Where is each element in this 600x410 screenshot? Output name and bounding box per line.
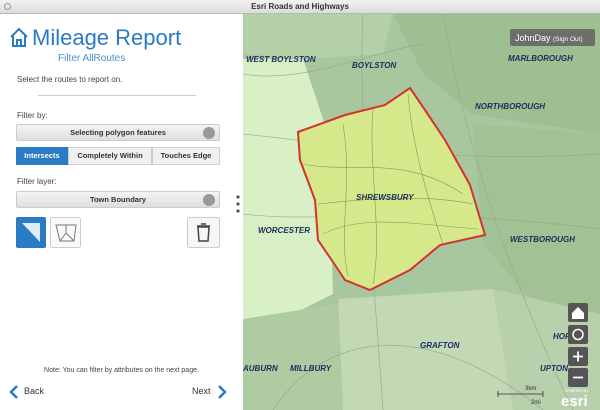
panel-title: Mileage Report — [32, 25, 182, 50]
freehand-icon — [55, 224, 77, 242]
map-label: WEST BOYLSTON — [246, 55, 316, 64]
map-label: UPTON — [540, 364, 568, 373]
splitter-handle[interactable] — [235, 194, 241, 216]
town-area — [243, 14, 393, 59]
map-label: MARLBOROUGH — [508, 54, 573, 63]
next-button[interactable]: Next — [192, 386, 211, 396]
next-arrow[interactable] — [216, 384, 228, 400]
town-area — [243, 304, 343, 410]
scale-bar — [497, 391, 544, 397]
map-label: AUBURN — [243, 364, 278, 373]
delete-button[interactable] — [187, 217, 220, 249]
back-button[interactable]: Back — [24, 386, 45, 396]
close-button[interactable] — [4, 3, 11, 10]
home-icon — [572, 307, 584, 319]
map[interactable]: WEST BOYLSTON BOYLSTON MARLBOROUGH NORTH… — [243, 14, 600, 410]
map-label: MILLBURY — [290, 364, 332, 373]
town-area — [473, 124, 600, 314]
chevron — [203, 127, 215, 139]
dropdown-value: Selecting polygon features — [70, 128, 166, 137]
map-label: BOYLSTON — [352, 61, 397, 70]
user-name: JohnDay — [515, 33, 551, 43]
instruction: Select the routes to report on. — [17, 75, 123, 84]
filter-by-label: Filter by: — [17, 111, 48, 120]
user-badge[interactable] — [510, 29, 595, 46]
filter-layer-label: Filter layer: — [17, 177, 57, 186]
locate-icon — [572, 328, 584, 341]
chevron — [203, 194, 215, 206]
map-label: SHREWSBURY — [356, 193, 414, 202]
window-title: Esri Roads and Highways — [0, 0, 600, 14]
dropdown-value: Town Boundary — [89, 195, 147, 204]
scale-mi: 2mi — [531, 400, 541, 406]
filter-layer-dropdown[interactable]: Town Boundary — [16, 191, 220, 208]
map-label: HOP — [553, 332, 571, 341]
town-roads — [302, 93, 479, 285]
back-arrow[interactable] — [8, 384, 20, 400]
plus-icon — [573, 351, 583, 362]
tool-buttons — [16, 217, 81, 248]
locate-button[interactable] — [568, 325, 588, 344]
panel-subtitle: Filter AllRoutes — [58, 53, 126, 64]
sign-out[interactable]: (Sign Out) — [553, 36, 583, 43]
button-bg — [187, 217, 220, 248]
trash-icon — [197, 223, 210, 242]
town-area — [243, 59, 333, 319]
option-intersects[interactable]: Intersects — [16, 147, 68, 165]
divider — [38, 95, 196, 96]
polygon-icon — [22, 223, 40, 242]
note: Note: You can filter by attributes on th… — [44, 367, 199, 374]
map-label: WESTBOROUGH — [510, 235, 575, 244]
home-icon — [10, 27, 28, 47]
attribution-powered: POWERED BY — [565, 389, 589, 393]
scale-km: 3km — [525, 386, 536, 392]
map-label: WORCESTER — [258, 226, 310, 235]
option-touches-edge[interactable]: Touches Edge — [152, 147, 220, 165]
town-area — [338, 289, 513, 410]
option-completely-within[interactable]: Completely Within — [68, 147, 152, 165]
attribution-brand: esri — [561, 393, 588, 410]
filter-by-dropdown[interactable]: Selecting polygon features — [16, 124, 220, 141]
map-label: GRAFTON — [420, 341, 460, 350]
map-label: NORTHBOROUGH — [475, 102, 545, 111]
map-controls — [568, 303, 588, 387]
